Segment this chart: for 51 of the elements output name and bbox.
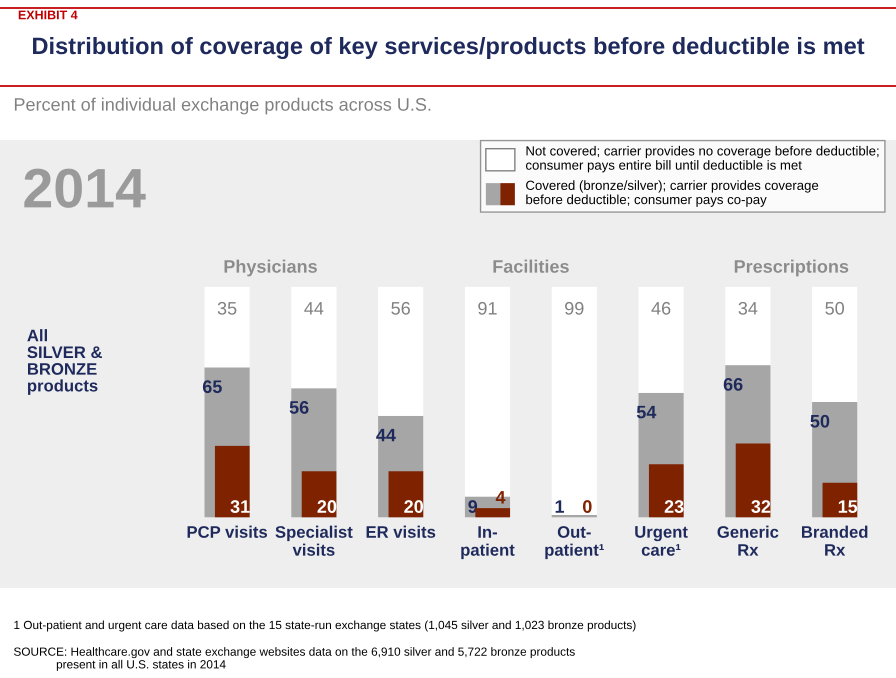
x-tick-label: PCP visits bbox=[188, 526, 268, 538]
text: 1 Out-patient and urgent care data based on the 15 state-run exchange states (1,045 silver and 1,023 bronze products) bbox=[14, 620, 636, 632]
text: Prescriptions bbox=[734, 260, 848, 276]
data-label: 20 bbox=[404, 500, 424, 513]
data-label: 65 bbox=[202, 380, 222, 394]
data-label: 23 bbox=[664, 500, 684, 513]
bar bbox=[725, 286, 770, 366]
bar bbox=[291, 286, 336, 388]
data-label: 44 bbox=[376, 428, 396, 442]
data-label: 46 bbox=[651, 302, 670, 315]
data-label: 50 bbox=[810, 414, 830, 428]
x-tick-label: Generic Rx bbox=[718, 526, 778, 556]
data-label: 50 bbox=[825, 302, 844, 315]
data-label: 20 bbox=[317, 500, 336, 513]
text: 2014 bbox=[24, 168, 146, 208]
data-label: 66 bbox=[724, 378, 743, 391]
legend-label: Covered (bronze/silver); carrier provides coverage before deductible; consumer pays co-pay bbox=[526, 180, 818, 207]
source-note: SOURCE: Healthcare.gov and state exchange websites data on the 6,910 silver and 5,722 bronze products present in all U.S. states in 2014 bbox=[14, 647, 575, 671]
data-label: 15 bbox=[838, 500, 858, 513]
text: Physicians bbox=[224, 260, 317, 276]
x-tick-label: Urgent care¹ bbox=[635, 526, 688, 556]
data-label: 35 bbox=[218, 302, 236, 315]
data-label: 56 bbox=[290, 401, 309, 414]
legend-label: Not covered; carrier provides no coverage before deductible; consumer pays entire bill until deductible is met bbox=[526, 146, 878, 172]
bar bbox=[552, 286, 597, 516]
data-label: 1 bbox=[556, 500, 564, 513]
data-label: 0 bbox=[582, 500, 592, 513]
data-label: 91 bbox=[478, 302, 497, 315]
data-label: 44 bbox=[304, 302, 324, 315]
data-label: 54 bbox=[636, 406, 656, 418]
data-label: 99 bbox=[565, 302, 584, 315]
x-tick-label: Out- patient¹ bbox=[545, 526, 604, 560]
x-tick-label: ER visits bbox=[366, 526, 436, 538]
text: EXHIBIT 4 bbox=[18, 10, 78, 20]
data-label: 9 bbox=[468, 500, 478, 513]
data-label: 56 bbox=[391, 302, 410, 315]
bar bbox=[204, 286, 250, 368]
x-tick-label: Branded Rx bbox=[802, 526, 868, 556]
bar bbox=[812, 286, 858, 402]
bar bbox=[638, 286, 684, 393]
text: Facilities bbox=[493, 260, 569, 273]
x-tick-label: In- patient bbox=[461, 526, 515, 560]
bar bbox=[378, 286, 424, 416]
data-label: 4 bbox=[496, 491, 506, 504]
chart-title: Distribution of coverage of key services/products before deductible is met bbox=[33, 36, 864, 60]
data-label: 34 bbox=[738, 302, 758, 315]
text: All SILVER & BRONZE products bbox=[27, 329, 102, 395]
data-label: 32 bbox=[751, 500, 770, 513]
x-tick-label: Specialist visits bbox=[275, 526, 353, 556]
chart-subtitle: Percent of individual exchange products across U.S. bbox=[14, 98, 430, 114]
bar bbox=[822, 482, 858, 518]
